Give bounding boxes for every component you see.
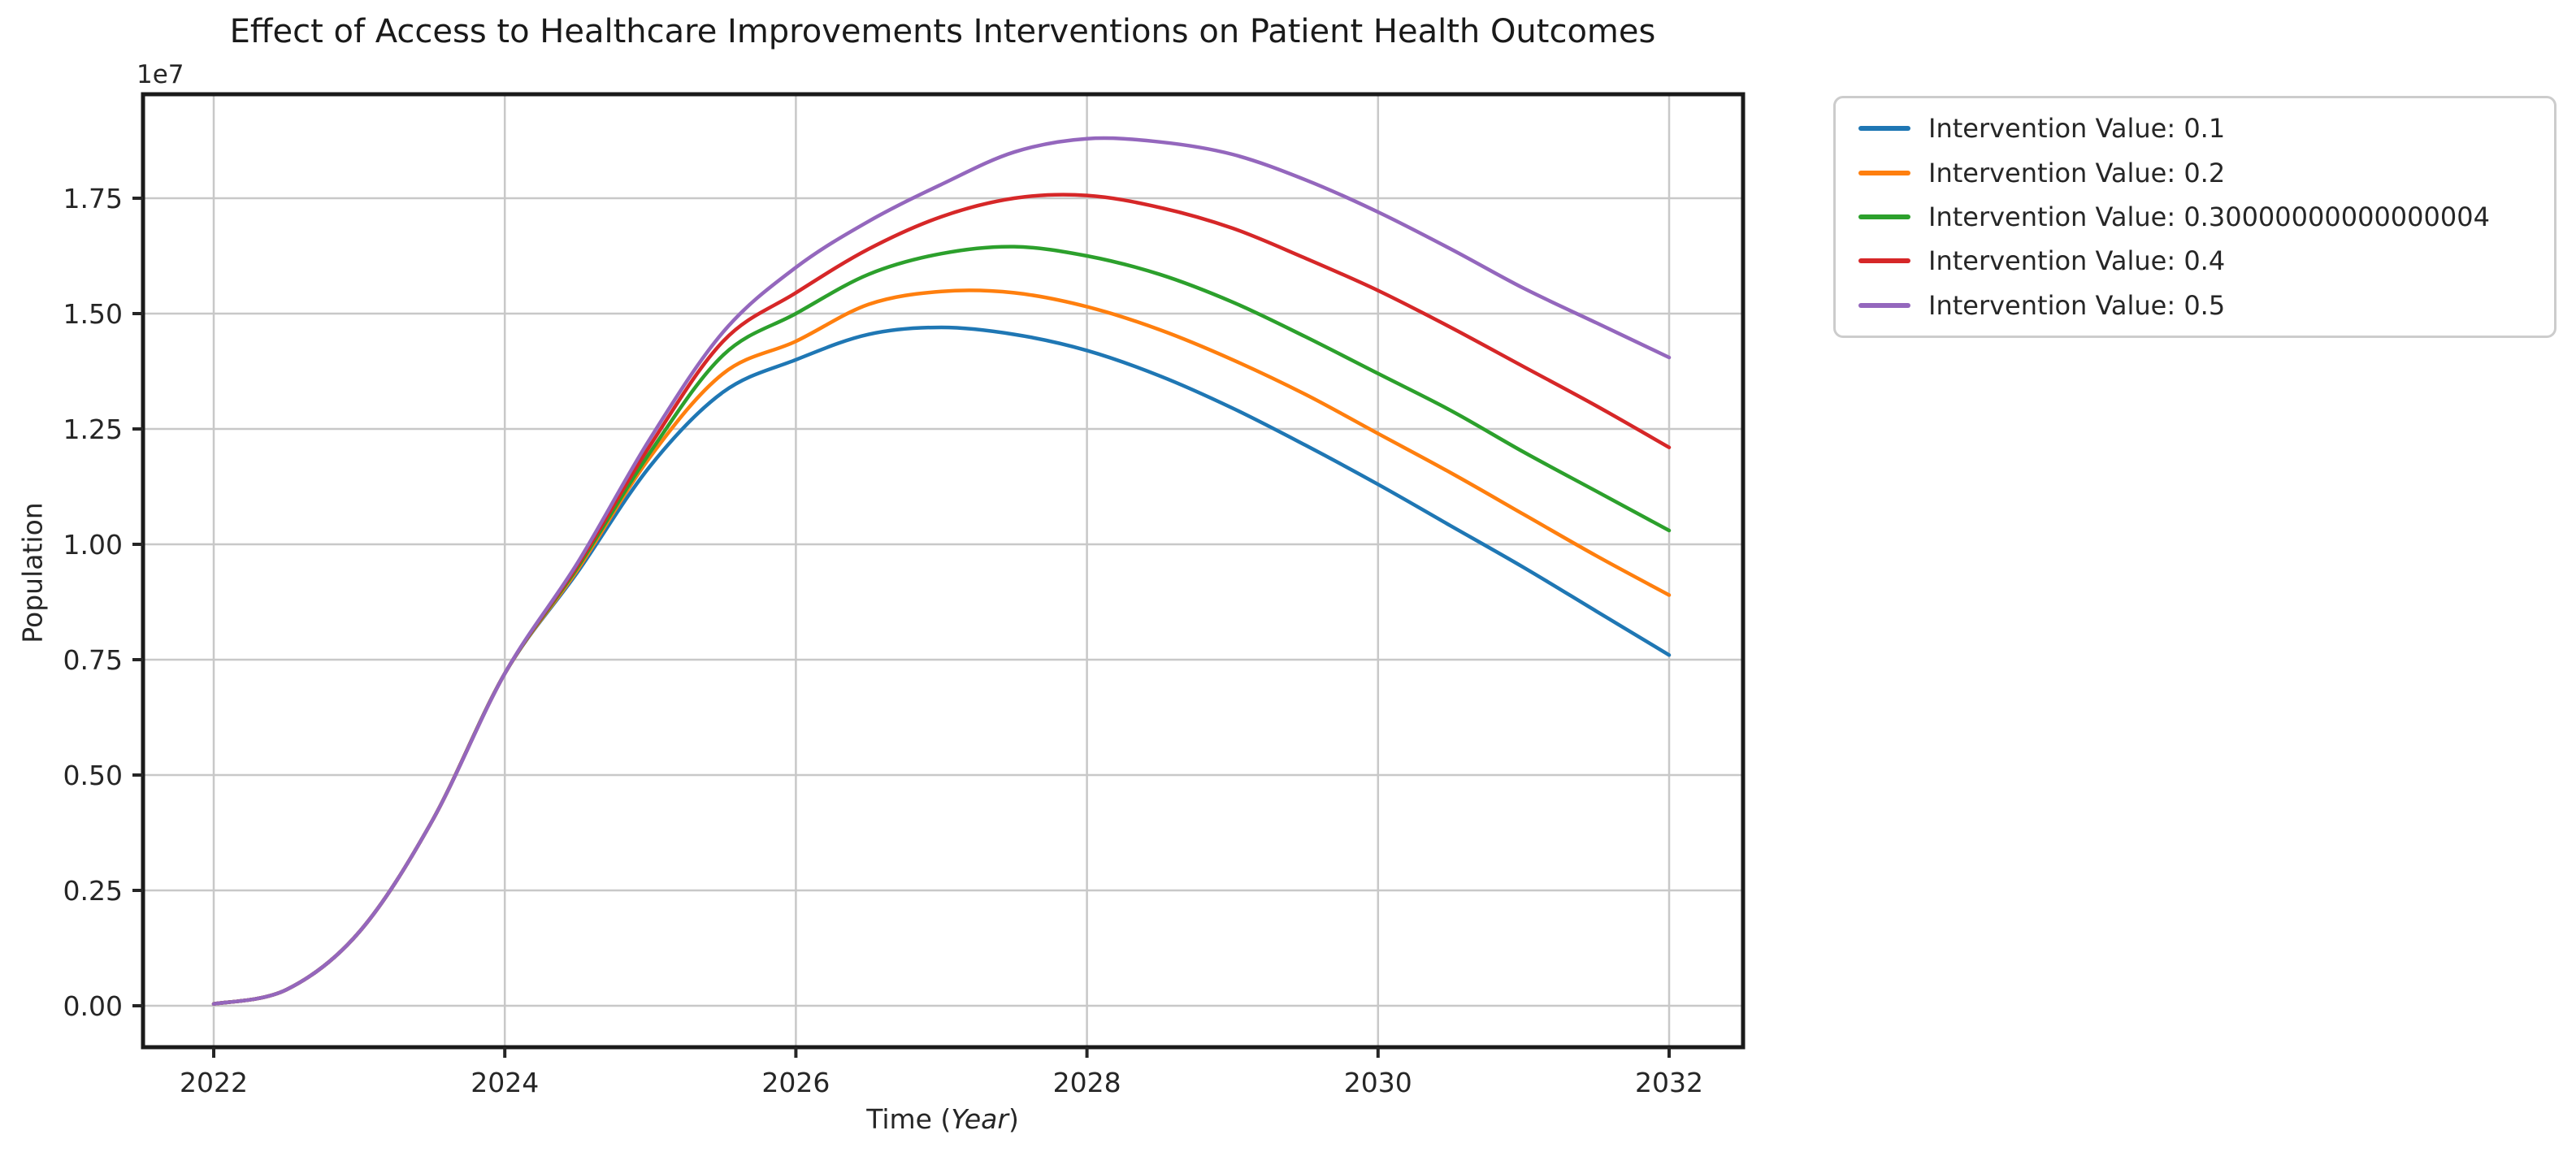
legend-item-label: Intervention Value: 0.2 xyxy=(1928,157,2226,188)
y-tick-label: 0.25 xyxy=(63,875,123,907)
x-tick-label: 2028 xyxy=(1053,1067,1121,1098)
y-tick-label: 0.75 xyxy=(63,644,123,676)
legend-item: Intervention Value: 0.2 xyxy=(1858,160,2546,186)
x-label-prefix: Time ( xyxy=(866,1103,952,1135)
legend-item-label: Intervention Value: 0.1 xyxy=(1928,113,2226,145)
y-axis-offset-text: 1e7 xyxy=(137,60,184,89)
legend-line-swatch xyxy=(1858,170,1910,175)
y-tick-label: 1.75 xyxy=(63,183,123,214)
x-tick-label: 2024 xyxy=(471,1067,539,1098)
legend-line-swatch xyxy=(1858,214,1910,219)
y-tick-label: 0.00 xyxy=(63,990,123,1022)
chart-title: Effect of Access to Healthcare Improveme… xyxy=(229,13,1656,50)
y-tick-label: 1.50 xyxy=(63,298,123,330)
legend-item: Intervention Value: 0.5 xyxy=(1858,292,2546,318)
x-label-suffix: ) xyxy=(1008,1103,1019,1135)
legend-line-swatch xyxy=(1858,302,1910,308)
legend-line-swatch xyxy=(1858,126,1910,132)
x-tick-label: 2032 xyxy=(1635,1067,1703,1098)
y-tick-label: 1.00 xyxy=(63,529,123,561)
y-axis-label: Population xyxy=(16,502,49,643)
y-tick-label: 0.50 xyxy=(63,760,123,791)
legend-item: Intervention Value: 0.30000000000000004 xyxy=(1858,204,2546,230)
legend-item-label: Intervention Value: 0.5 xyxy=(1928,289,2226,321)
series-line-3 xyxy=(211,193,1672,1006)
x-tick-label: 2030 xyxy=(1344,1067,1412,1098)
x-tick-label: 2022 xyxy=(180,1067,248,1098)
gridlines xyxy=(143,94,1743,1047)
x-label-italic-word: Year xyxy=(951,1103,1008,1135)
series-line-4 xyxy=(211,136,1672,1006)
axes-spines xyxy=(141,92,1746,1050)
x-tick-label: 2026 xyxy=(761,1067,830,1098)
y-ticks: 0.00 0.25 0.50 0.75 1.00 1.25 1.50 1.75 xyxy=(63,183,143,1022)
series-line-1 xyxy=(211,288,1672,1006)
x-ticks: 2022 2024 2026 2028 2030 2032 xyxy=(180,1047,1703,1098)
legend-item-label: Intervention Value: 0.30000000000000004 xyxy=(1928,201,2490,232)
legend-line-swatch xyxy=(1858,258,1910,264)
x-axis-label: Time (Year) xyxy=(866,1103,1019,1135)
legend: Intervention Value: 0.1 Intervention Val… xyxy=(1833,96,2556,338)
y-tick-label: 1.25 xyxy=(63,414,123,445)
legend-item: Intervention Value: 0.1 xyxy=(1858,115,2546,141)
series-lines xyxy=(211,136,1672,1006)
legend-item: Intervention Value: 0.4 xyxy=(1858,248,2546,274)
legend-item-label: Intervention Value: 0.4 xyxy=(1928,245,2226,277)
